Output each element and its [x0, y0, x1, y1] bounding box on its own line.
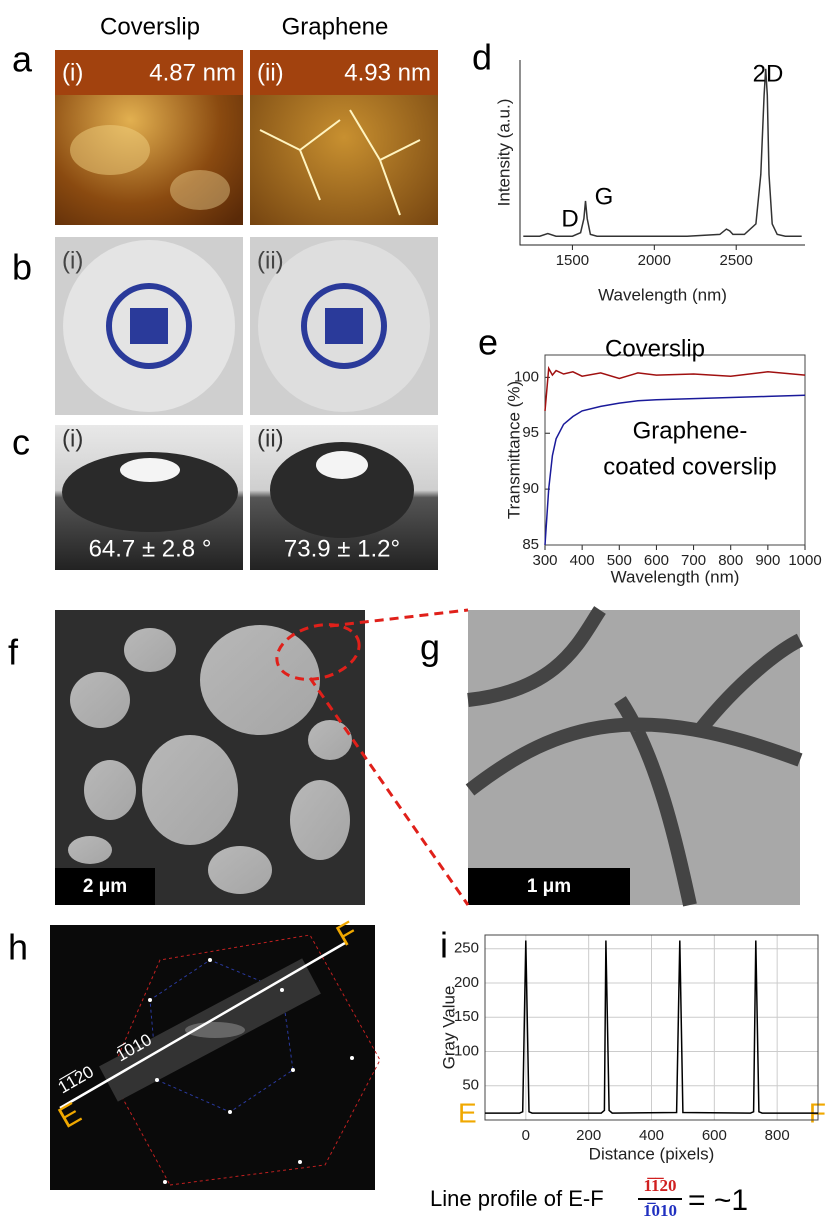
panel-label: f	[8, 632, 19, 673]
afm-tag: (i)	[62, 59, 83, 86]
x-tick-label: 300	[532, 552, 557, 569]
annotation: Coverslip	[605, 335, 705, 362]
x-tick-label: 800	[718, 552, 743, 569]
y-tick-label: 85	[522, 536, 539, 553]
coverslip-photo	[55, 237, 438, 415]
figure: Coverslip Graphene a b c d e f g h i (i)…	[0, 0, 828, 1224]
point-label: E	[458, 1097, 477, 1128]
x-axis-label: Distance (pixels)	[589, 1144, 715, 1163]
panel-label: d	[472, 37, 492, 78]
y-tick-label: 50	[462, 1077, 479, 1094]
annotation: Graphene-	[633, 417, 748, 444]
panel-label: i	[440, 925, 448, 966]
afm-tag: (ii)	[257, 59, 284, 86]
annotation: D	[561, 205, 578, 232]
panel-label: c	[12, 422, 30, 463]
x-tick-label: 200	[576, 1127, 601, 1144]
droplet-tag: (i)	[62, 425, 83, 452]
panel-label: a	[12, 39, 33, 80]
panel-label: g	[420, 627, 440, 668]
diffraction-image	[50, 925, 380, 1190]
afm-roughness: 4.87 nm	[149, 59, 236, 86]
x-tick-label: 600	[702, 1127, 727, 1144]
scale-bar-label: 2 μm	[83, 876, 127, 897]
panel-label: h	[8, 927, 28, 968]
x-tick-label: 900	[755, 552, 780, 569]
y-axis-label: Gray Value	[439, 986, 458, 1070]
annotation: coated coverslip	[603, 453, 776, 480]
x-axis-label: Wavelength (nm)	[598, 285, 727, 304]
x-tick-label: 400	[570, 552, 595, 569]
contact-angle: 64.7 ± 2.8 °	[89, 535, 212, 562]
scale-bar-label: 1 μm	[527, 876, 571, 897]
caption: Line profile of E-F	[430, 1186, 604, 1211]
y-tick-label: 95	[522, 424, 539, 441]
annotation: G	[595, 183, 614, 210]
annotation: 2D	[753, 60, 784, 87]
x-tick-label: 2500	[720, 252, 753, 269]
y-tick-label: 250	[454, 940, 479, 957]
column-header: Coverslip	[100, 13, 200, 40]
fraction-denominator: 1̅010	[643, 1201, 677, 1220]
y-tick-label: 90	[522, 480, 539, 497]
x-tick-label: 1000	[788, 552, 821, 569]
droplet-tag: (ii)	[257, 425, 284, 452]
x-tick-label: 600	[644, 552, 669, 569]
x-tick-label: 800	[765, 1127, 790, 1144]
plot-frame	[545, 355, 805, 545]
x-tick-label: 700	[681, 552, 706, 569]
afm-roughness: 4.93 nm	[344, 59, 431, 86]
column-header: Graphene	[282, 13, 389, 40]
photo-tag: (ii)	[257, 247, 284, 274]
fraction-numerator: 1̅1̅20	[643, 1176, 676, 1195]
x-tick-label: 500	[607, 552, 632, 569]
x-tick-label: 1500	[556, 252, 589, 269]
contact-angle: 73.9 ± 1.2°	[284, 535, 400, 562]
x-tick-label: 0	[522, 1127, 530, 1144]
data-line	[545, 368, 805, 411]
y-axis-label: Intensity (a.u.)	[494, 99, 513, 207]
x-tick-label: 2000	[638, 252, 671, 269]
ratio-result: = ~1	[688, 1184, 748, 1217]
panel-label: e	[478, 322, 498, 363]
photo-tag: (i)	[62, 247, 83, 274]
x-tick-label: 400	[639, 1127, 664, 1144]
y-axis-label: Transmittance (%)	[504, 381, 523, 519]
x-axis-label: Wavelength (nm)	[611, 567, 740, 586]
panel-label: b	[12, 247, 32, 288]
